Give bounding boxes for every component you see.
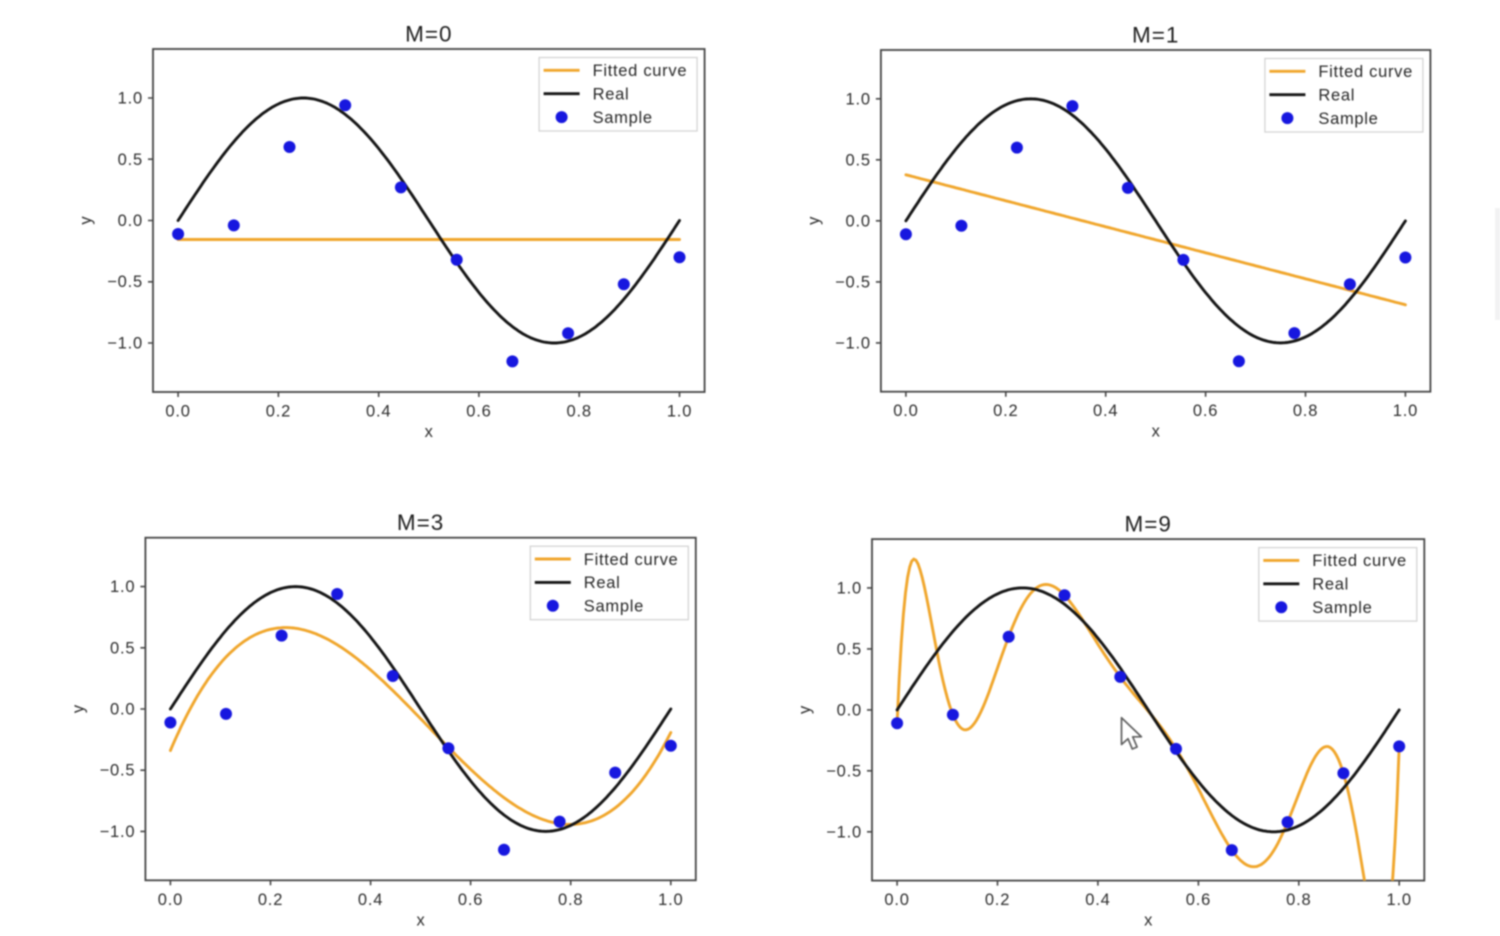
svg-text:y: y [796,705,814,714]
svg-text:−0.5: −0.5 [107,273,143,291]
svg-text:0.6: 0.6 [458,891,483,909]
svg-text:1.0: 1.0 [837,579,862,597]
svg-text:0.2: 0.2 [993,402,1018,420]
svg-text:0.2: 0.2 [985,891,1010,909]
svg-text:0.8: 0.8 [558,891,583,909]
svg-text:0.2: 0.2 [258,891,283,909]
svg-text:Sample: Sample [1312,599,1372,617]
svg-text:M=0: M=0 [405,22,452,47]
svg-text:0.4: 0.4 [366,403,391,421]
svg-text:0.0: 0.0 [846,212,871,230]
svg-text:0.0: 0.0 [837,701,862,719]
svg-text:M=1: M=1 [1132,23,1179,48]
svg-text:Sample: Sample [1318,110,1378,128]
svg-text:Real: Real [1312,576,1349,594]
svg-text:0.6: 0.6 [1193,402,1218,420]
svg-text:−1.0: −1.0 [826,823,862,841]
svg-text:M=9: M=9 [1124,512,1171,537]
svg-text:0.5: 0.5 [837,640,862,658]
svg-text:−1.0: −1.0 [107,335,143,353]
svg-text:M=3: M=3 [397,510,444,535]
svg-text:Sample: Sample [584,598,644,616]
svg-text:y: y [69,704,87,713]
svg-text:−0.5: −0.5 [835,273,871,291]
svg-text:−1.0: −1.0 [100,823,136,841]
svg-text:y: y [805,216,823,225]
svg-text:Real: Real [584,574,621,592]
svg-text:0.5: 0.5 [118,151,143,169]
svg-text:y: y [77,216,95,225]
svg-text:1.0: 1.0 [667,403,692,421]
svg-text:Sample: Sample [593,109,653,127]
svg-text:0.0: 0.0 [165,403,190,421]
svg-text:0.0: 0.0 [884,891,909,909]
svg-text:0.8: 0.8 [567,403,592,421]
svg-text:1.0: 1.0 [658,891,683,909]
svg-text:0.5: 0.5 [846,151,871,169]
svg-text:0.6: 0.6 [1186,891,1211,909]
svg-text:x: x [425,423,434,441]
svg-text:Fitted curve: Fitted curve [1312,552,1407,570]
svg-text:0.8: 0.8 [1293,402,1318,420]
svg-text:x: x [416,911,425,929]
svg-text:1.0: 1.0 [1393,402,1418,420]
svg-text:0.0: 0.0 [893,402,918,420]
svg-text:1.0: 1.0 [846,90,871,108]
svg-text:0.5: 0.5 [110,639,135,657]
svg-text:0.0: 0.0 [110,701,135,719]
svg-text:1.0: 1.0 [1387,891,1412,909]
svg-text:0.8: 0.8 [1286,891,1311,909]
svg-text:0.0: 0.0 [118,212,143,230]
svg-text:0.0: 0.0 [158,891,183,909]
svg-text:Fitted curve: Fitted curve [584,551,679,569]
svg-text:x: x [1152,423,1161,441]
svg-text:Real: Real [593,86,630,104]
svg-text:1.0: 1.0 [110,578,135,596]
svg-text:Real: Real [1318,87,1355,105]
svg-text:1.0: 1.0 [118,90,143,108]
svg-text:−1.0: −1.0 [835,334,871,352]
svg-text:0.4: 0.4 [1085,891,1110,909]
svg-text:Fitted curve: Fitted curve [1318,63,1413,81]
svg-text:x: x [1144,912,1153,930]
svg-text:0.6: 0.6 [466,403,491,421]
svg-text:Fitted curve: Fitted curve [593,62,688,80]
svg-text:0.4: 0.4 [358,891,383,909]
svg-text:0.4: 0.4 [1093,402,1118,420]
svg-text:−0.5: −0.5 [100,762,136,780]
svg-text:0.2: 0.2 [266,403,291,421]
svg-text:−0.5: −0.5 [826,762,862,780]
